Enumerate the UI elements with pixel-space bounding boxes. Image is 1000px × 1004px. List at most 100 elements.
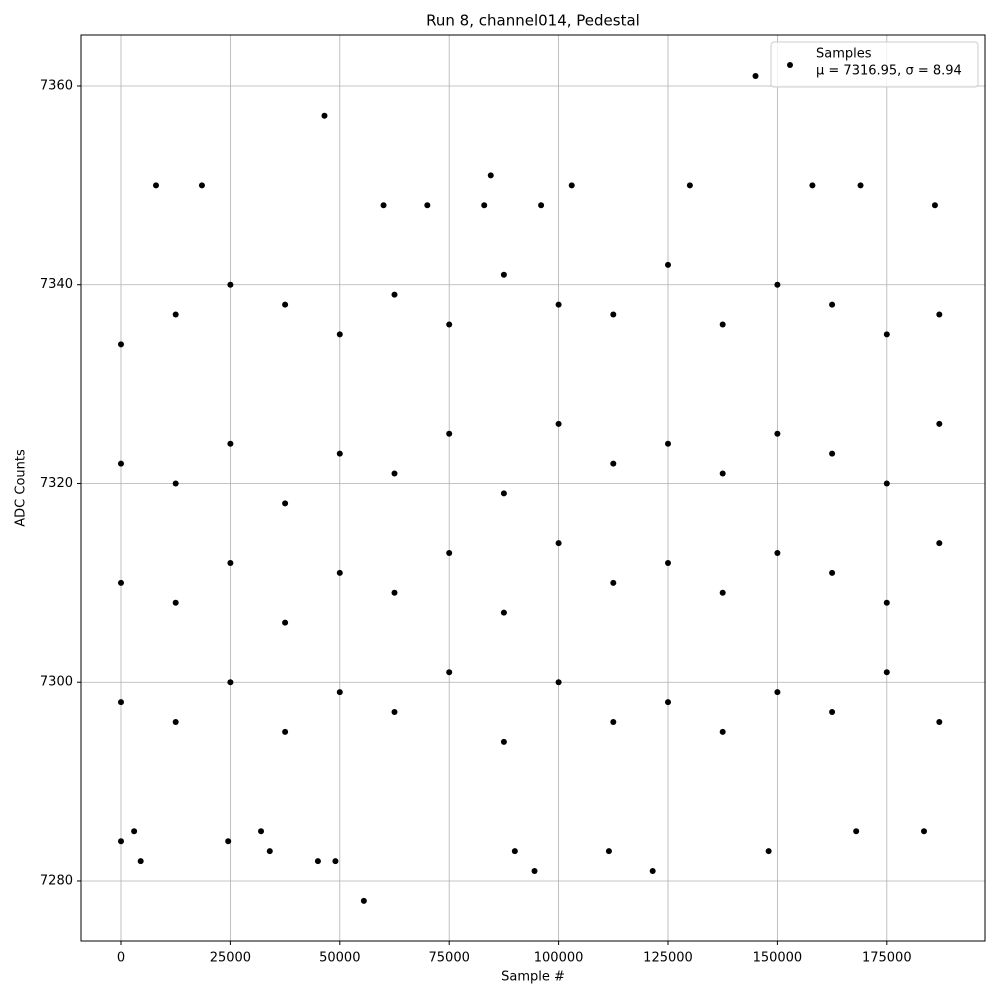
point xyxy=(117,341,124,348)
y-tick-label: 7340 xyxy=(40,277,73,292)
legend-marker xyxy=(787,62,793,68)
point xyxy=(555,420,562,427)
point xyxy=(227,281,234,288)
point xyxy=(719,728,726,735)
point xyxy=(500,609,507,616)
legend-note: μ = 7316.95, σ = 8.94 xyxy=(816,64,962,79)
plot-area xyxy=(81,35,985,941)
point xyxy=(282,619,289,626)
point xyxy=(282,301,289,308)
point xyxy=(883,669,890,676)
point xyxy=(857,182,864,189)
point xyxy=(931,202,938,209)
point xyxy=(500,738,507,745)
point xyxy=(360,897,367,904)
point xyxy=(829,301,836,308)
point xyxy=(321,112,328,119)
point xyxy=(380,202,387,209)
point xyxy=(719,321,726,328)
point xyxy=(665,559,672,566)
point xyxy=(936,718,943,725)
point xyxy=(137,858,144,865)
point xyxy=(853,828,860,835)
legend: Samples μ = 7316.95, σ = 8.94 xyxy=(770,41,979,88)
point xyxy=(649,868,656,875)
point xyxy=(719,589,726,596)
y-axis-label: ADC Counts xyxy=(14,449,29,527)
point xyxy=(117,838,124,845)
point xyxy=(266,848,273,855)
legend-label: Samples xyxy=(816,47,872,62)
point xyxy=(555,540,562,547)
x-tick-label: 50000 xyxy=(319,951,360,966)
x-tick-label: 25000 xyxy=(210,951,251,966)
point xyxy=(391,291,398,298)
x-tick-label: 100000 xyxy=(534,951,584,966)
point xyxy=(610,311,617,318)
point xyxy=(774,430,781,437)
point xyxy=(936,540,943,547)
point xyxy=(829,709,836,716)
point xyxy=(314,858,321,865)
point xyxy=(336,331,343,338)
point xyxy=(131,828,138,835)
point xyxy=(446,550,453,557)
y-tick-label: 7360 xyxy=(40,78,73,93)
x-tick-label: 75000 xyxy=(429,951,470,966)
point xyxy=(774,550,781,557)
point xyxy=(531,868,538,875)
point xyxy=(446,321,453,328)
point xyxy=(282,500,289,507)
point xyxy=(686,182,693,189)
legend-box xyxy=(770,41,979,88)
point xyxy=(332,858,339,865)
point xyxy=(391,709,398,716)
point xyxy=(446,669,453,676)
x-tick-label: 0 xyxy=(117,951,125,966)
point xyxy=(258,828,265,835)
point xyxy=(172,480,179,487)
chart-title: Run 8, channel014, Pedestal xyxy=(426,12,640,30)
y-tick-label: 7320 xyxy=(40,476,73,491)
point xyxy=(665,440,672,447)
point xyxy=(198,182,205,189)
point xyxy=(920,828,927,835)
x-tick-label: 175000 xyxy=(862,951,912,966)
point xyxy=(481,202,488,209)
point xyxy=(282,728,289,735)
point xyxy=(765,848,772,855)
point xyxy=(336,689,343,696)
point xyxy=(227,440,234,447)
point xyxy=(774,281,781,288)
point xyxy=(446,430,453,437)
point xyxy=(555,301,562,308)
point xyxy=(665,261,672,268)
point xyxy=(336,450,343,457)
point xyxy=(719,470,726,477)
axes-frame xyxy=(80,34,986,942)
point xyxy=(500,271,507,278)
point xyxy=(610,579,617,586)
point xyxy=(172,718,179,725)
y-tick-label: 7280 xyxy=(40,873,73,888)
point xyxy=(172,599,179,606)
point xyxy=(752,73,759,80)
x-axis-label: Sample # xyxy=(501,970,565,985)
point xyxy=(227,559,234,566)
point xyxy=(610,718,617,725)
point xyxy=(336,569,343,576)
point xyxy=(225,838,232,845)
point xyxy=(117,460,124,467)
point xyxy=(487,172,494,179)
point xyxy=(424,202,431,209)
point xyxy=(829,450,836,457)
point xyxy=(511,848,518,855)
point xyxy=(936,311,943,318)
point xyxy=(883,599,890,606)
point xyxy=(568,182,575,189)
y-tick-label: 7300 xyxy=(40,675,73,690)
point xyxy=(153,182,160,189)
point xyxy=(538,202,545,209)
x-tick-label: 150000 xyxy=(753,951,803,966)
point xyxy=(610,460,617,467)
